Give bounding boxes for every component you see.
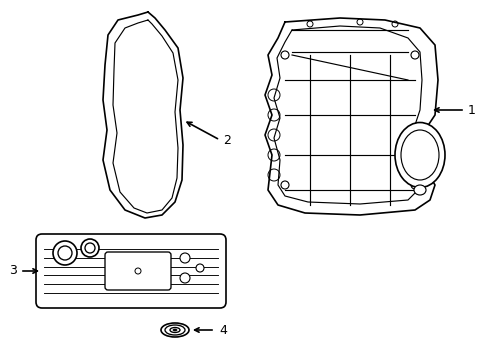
- Circle shape: [85, 243, 95, 253]
- Ellipse shape: [170, 328, 180, 333]
- Circle shape: [410, 181, 418, 189]
- Text: 2: 2: [223, 134, 230, 147]
- Text: 4: 4: [219, 324, 226, 337]
- Circle shape: [281, 51, 288, 59]
- Ellipse shape: [394, 122, 444, 188]
- Circle shape: [196, 264, 203, 272]
- Circle shape: [53, 241, 77, 265]
- Circle shape: [58, 246, 72, 260]
- Ellipse shape: [173, 329, 177, 331]
- Ellipse shape: [164, 325, 184, 335]
- Circle shape: [391, 21, 397, 27]
- Circle shape: [410, 51, 418, 59]
- Circle shape: [306, 21, 312, 27]
- Circle shape: [180, 273, 190, 283]
- Circle shape: [180, 253, 190, 263]
- Circle shape: [356, 19, 362, 25]
- FancyBboxPatch shape: [105, 252, 171, 290]
- Text: 3: 3: [9, 265, 17, 278]
- Circle shape: [267, 169, 280, 181]
- Ellipse shape: [413, 185, 425, 195]
- Ellipse shape: [161, 323, 189, 337]
- Circle shape: [267, 109, 280, 121]
- Circle shape: [135, 268, 141, 274]
- FancyBboxPatch shape: [36, 234, 225, 308]
- Circle shape: [267, 89, 280, 101]
- Circle shape: [267, 149, 280, 161]
- Circle shape: [81, 239, 99, 257]
- Text: 1: 1: [467, 104, 475, 117]
- Circle shape: [281, 181, 288, 189]
- Ellipse shape: [400, 130, 438, 180]
- Circle shape: [267, 129, 280, 141]
